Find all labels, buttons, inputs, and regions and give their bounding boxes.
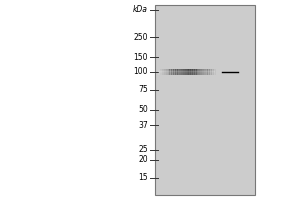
Bar [196,69,198,75]
Bar [158,69,215,70]
Bar [167,69,170,75]
Bar [179,69,181,75]
Bar [155,5,255,195]
Bar [198,69,200,75]
Bar [200,69,202,75]
Bar [171,69,174,75]
Bar [158,74,215,75]
Text: 25: 25 [138,146,148,154]
Bar [166,69,168,75]
Bar [190,69,193,75]
Bar [158,72,215,73]
Bar [158,73,215,74]
Bar [194,69,196,75]
Bar [204,69,206,75]
Text: 20: 20 [138,156,148,164]
Bar [160,69,162,75]
Bar [164,69,166,75]
Bar [158,71,215,72]
Bar [169,69,172,75]
Bar [158,69,160,75]
Bar [162,69,164,75]
Bar [183,69,185,75]
Bar [158,74,215,75]
Bar [206,69,208,75]
Text: kDa: kDa [133,5,148,15]
Text: 250: 250 [134,32,148,42]
Bar [184,69,187,75]
Text: 100: 100 [134,68,148,76]
Bar [187,69,189,75]
Bar [177,69,179,75]
Bar [211,69,214,75]
Bar [192,69,195,75]
Bar [188,69,191,75]
Bar [173,69,176,75]
Bar [213,69,215,75]
Bar [158,71,215,72]
Text: 37: 37 [138,120,148,130]
Bar [175,69,178,75]
Bar [202,69,204,75]
Bar [207,69,210,75]
Bar [209,69,212,75]
Bar [181,69,183,75]
Bar [158,70,215,71]
Text: 75: 75 [138,86,148,95]
Text: 15: 15 [138,173,148,182]
Text: 50: 50 [138,106,148,114]
Text: 150: 150 [134,52,148,62]
